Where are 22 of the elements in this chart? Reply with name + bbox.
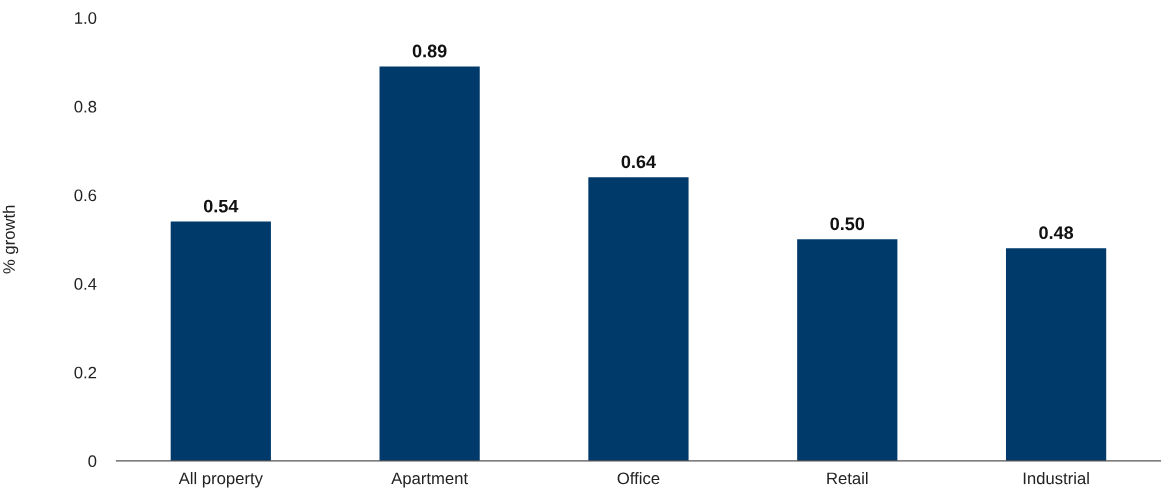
data-label: 0.54: [203, 199, 239, 213]
y-tick-label: 0.8: [74, 100, 97, 113]
x-tick-label: Industrial: [1023, 472, 1089, 485]
data-label: 0.64: [621, 155, 656, 169]
bar: [170, 221, 271, 461]
y-axis-title: % growth: [2, 205, 19, 274]
bar: [588, 177, 689, 461]
x-tick-label: Office: [617, 472, 660, 485]
y-tick-label: 0.2: [74, 366, 97, 379]
x-tick-label: Apartment: [391, 472, 468, 488]
data-label: 0.48: [1039, 226, 1074, 240]
x-tick-label: All property: [178, 472, 263, 488]
bar: [1005, 248, 1107, 461]
y-tick-label: 1.0: [75, 12, 97, 24]
y-tick-label: 0.6: [74, 189, 97, 202]
y-tick-label: 0.4: [74, 278, 97, 290]
data-label: 0.89: [412, 44, 447, 58]
bar: [379, 66, 480, 461]
x-tick-label: Retail: [827, 472, 868, 485]
bar: [797, 239, 898, 461]
data-label: 0.50: [830, 217, 865, 231]
y-tick-label: 0: [88, 455, 97, 468]
